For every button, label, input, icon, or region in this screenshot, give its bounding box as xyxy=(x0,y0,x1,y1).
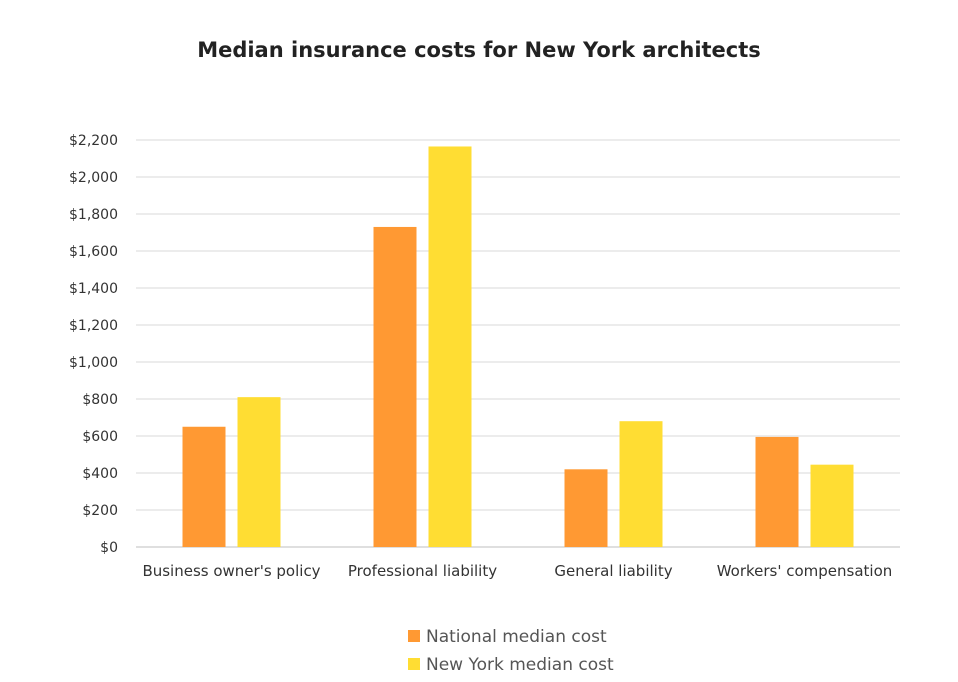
y-tick-label: $1,000 xyxy=(69,355,118,371)
bars xyxy=(182,146,854,547)
legend: National median cost New York median cost xyxy=(408,627,614,675)
y-tick-label: $1,200 xyxy=(69,318,118,334)
x-category-label: Professional liability xyxy=(348,562,497,580)
y-tick-label: $1,400 xyxy=(69,281,118,297)
legend-swatch xyxy=(408,630,420,642)
bar-national xyxy=(755,436,799,547)
bar-national xyxy=(373,226,417,547)
x-axis-categories: Business owner's policy Professional liab… xyxy=(142,562,892,580)
y-tick-label: $600 xyxy=(82,429,118,445)
y-tick-label: $2,200 xyxy=(69,133,118,149)
legend-label: New York median cost xyxy=(426,655,614,675)
bar-national xyxy=(564,469,608,547)
y-tick-label: $800 xyxy=(82,392,118,408)
y-tick-label: $200 xyxy=(82,503,118,519)
chart-title: Median insurance costs for New York arch… xyxy=(197,38,761,62)
x-category-label: Workers' compensation xyxy=(717,562,893,580)
x-category-label: Business owner's policy xyxy=(142,562,320,580)
y-tick-label: $2,000 xyxy=(69,170,118,186)
bar-national xyxy=(182,426,226,547)
x-category-label: General liability xyxy=(554,562,672,580)
bar-new-york xyxy=(810,464,854,547)
y-tick-label: $400 xyxy=(82,466,118,482)
bar-new-york xyxy=(619,421,663,547)
y-tick-label: $1,800 xyxy=(69,207,118,223)
legend-swatch xyxy=(408,658,420,670)
legend-label: National median cost xyxy=(426,627,607,647)
bar-new-york xyxy=(428,146,472,547)
y-axis-ticks: $0 $200 $400 $600 $800 $1,000 $1,200 $1,400 $1,6… xyxy=(69,133,118,556)
bar-new-york xyxy=(237,397,281,547)
y-tick-label: $0 xyxy=(100,540,118,556)
y-tick-label: $1,600 xyxy=(69,244,118,260)
